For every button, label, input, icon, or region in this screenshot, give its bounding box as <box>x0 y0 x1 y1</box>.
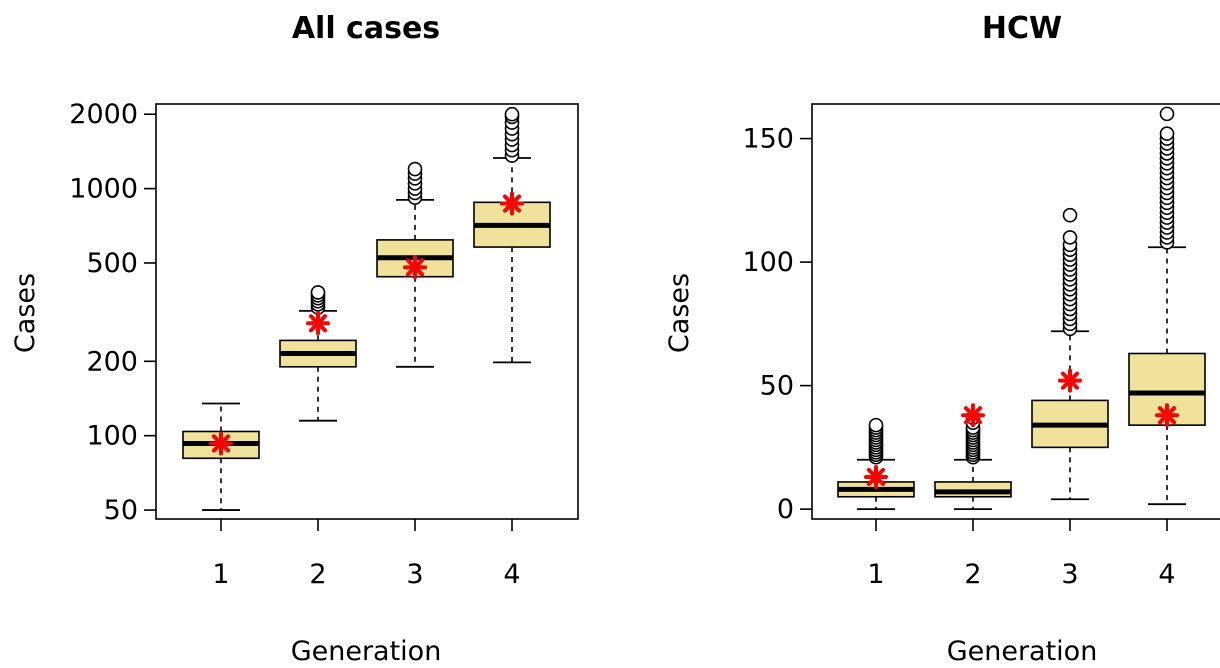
y-tick-label: 150 <box>742 124 794 155</box>
outlier-point <box>1062 230 1078 245</box>
plot-area-all-cases: 50 100 200 500 1000 2000 1 2 3 4 <box>69 99 579 590</box>
chart-title-hcw: HCW <box>982 11 1062 46</box>
outlier-point <box>407 161 423 177</box>
y-tick-label: 1000 <box>69 174 138 205</box>
observed-marker <box>209 431 233 456</box>
y-tick-label: 0 <box>777 494 794 525</box>
box-generation-3 <box>1031 207 1109 501</box>
outlier-point <box>1159 106 1175 122</box>
y-axis: 50 100 200 500 1000 2000 <box>69 99 156 526</box>
x-axis-label-all-cases: Generation <box>291 636 442 667</box>
plot-frame <box>811 103 1220 520</box>
x-axis: 1 2 3 4 <box>212 519 521 590</box>
x-tick-label: 4 <box>503 559 520 590</box>
observed-marker-stroke <box>1157 406 1177 425</box>
box-generation-1 <box>837 417 915 511</box>
observed-marker-stroke <box>866 467 886 487</box>
plot-area-hcw: 0 50 100 150 1 2 3 4 <box>742 103 1220 590</box>
observed-marker <box>1155 403 1179 428</box>
y-tick-label: 100 <box>742 247 794 278</box>
observed-marker <box>500 191 524 216</box>
outlier-point <box>310 285 326 300</box>
observed-marker <box>961 403 985 428</box>
x-axis-label-hcw: Generation <box>947 636 1098 667</box>
observed-marker <box>864 465 888 490</box>
x-axis: 1 2 3 4 <box>867 519 1176 590</box>
x-tick-label: 1 <box>212 559 229 590</box>
observed-marker <box>403 255 427 280</box>
box-generation-2 <box>934 410 1012 511</box>
y-axis: 0 50 100 150 <box>742 124 812 525</box>
x-tick-label: 3 <box>406 559 423 590</box>
observed-marker-stroke <box>308 314 328 333</box>
panel-all-cases: All cases Generation Cases 50 100 200 500 10… <box>10 11 579 667</box>
x-tick-label: 4 <box>1158 559 1175 590</box>
observed-marker <box>306 311 330 336</box>
y-tick-label: 200 <box>86 346 138 377</box>
y-tick-label: 50 <box>760 371 794 402</box>
y-tick-label: 2000 <box>69 99 138 130</box>
box-generation-4 <box>473 106 551 364</box>
outlier-point <box>1062 207 1078 223</box>
observed-marker-stroke <box>963 406 983 425</box>
observed-marker-stroke <box>1060 371 1080 390</box>
y-axis-label-all-cases: Cases <box>10 273 41 353</box>
panel-hcw: HCW Generation Cases 0 50 100 150 1 2 3 4 <box>664 11 1220 667</box>
y-axis-label-hcw: Cases <box>664 273 695 353</box>
observed-marker-stroke <box>502 194 522 213</box>
x-tick-label: 1 <box>867 559 884 590</box>
x-tick-label: 2 <box>964 559 981 590</box>
outlier-point <box>504 106 520 122</box>
observed-marker-stroke <box>211 434 231 453</box>
chart-title-all-cases: All cases <box>292 11 440 46</box>
outlier-point <box>868 417 884 433</box>
x-tick-label: 3 <box>1061 559 1078 590</box>
observed-marker-stroke <box>405 258 425 277</box>
y-tick-label: 500 <box>86 248 138 279</box>
plot-frame <box>155 103 579 520</box>
observed-marker <box>1058 368 1082 393</box>
outlier-point <box>1159 126 1175 141</box>
x-tick-label: 2 <box>309 559 326 590</box>
y-tick-label: 100 <box>86 421 138 452</box>
box-generation-2 <box>279 285 357 422</box>
y-tick-label: 50 <box>104 495 138 526</box>
